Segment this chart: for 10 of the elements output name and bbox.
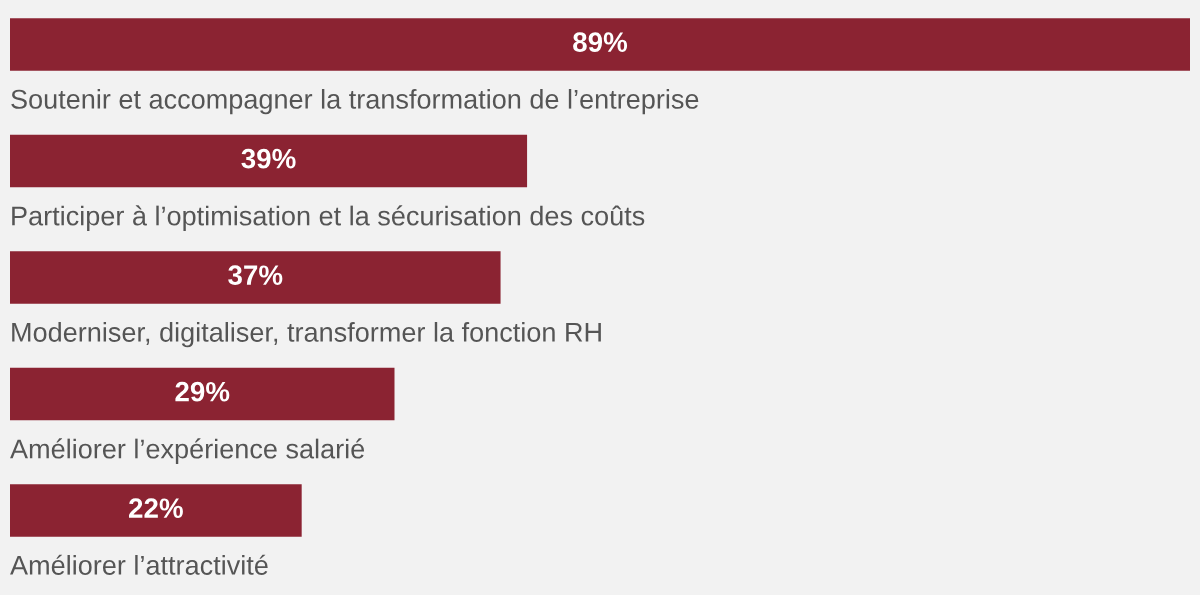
y-tick-label: Améliorer l’attractivité	[10, 554, 268, 575]
y-tick-label: Moderniser, digitaliser, transformer la fonction RH	[12, 321, 601, 348]
y-tick-label: Soutenir et accompagner la transformation de l’entreprise	[11, 88, 699, 115]
data-label: 39%	[241, 148, 296, 169]
data-label: 89%	[573, 32, 628, 52]
y-tick-label: Participer à l’optimisation et la sécurisation des coûts	[12, 205, 645, 231]
data-label: 29%	[175, 381, 230, 402]
data-label: 22%	[129, 498, 183, 518]
y-tick-label: Améliorer l’expérience salarié	[10, 438, 365, 464]
data-label: 37%	[228, 265, 283, 286]
